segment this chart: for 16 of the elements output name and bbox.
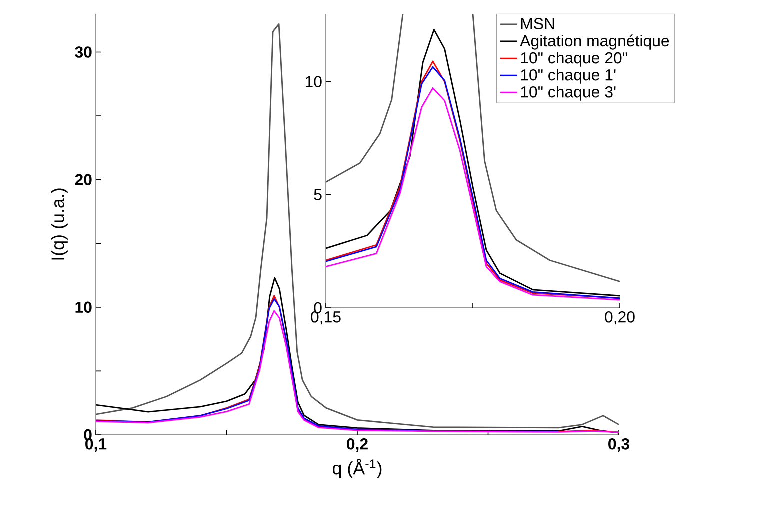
y-axis-title: I(q) (u.a.) xyxy=(51,188,68,260)
legend-label: MSN xyxy=(521,18,554,30)
x-tick-label: 0,2 xyxy=(347,438,368,452)
y-tick-label: 5 xyxy=(314,189,322,200)
legend-label: 10" chaque 3' xyxy=(521,86,616,101)
x-tick-label: 0,15 xyxy=(311,312,341,325)
x-tick-label: 0,20 xyxy=(605,312,635,325)
x-axis-title: q (Å$^{-1}$) xyxy=(332,458,382,478)
legend-label: 10" chaque 20" xyxy=(521,52,628,67)
legend-label: Agitation magnétique xyxy=(520,34,670,50)
y-tick-label: 10 xyxy=(306,76,322,88)
y-tick-label: 30 xyxy=(75,46,92,58)
y-tick-label: 20 xyxy=(75,174,92,186)
legend-label: 10" chaque 1' xyxy=(521,69,616,84)
x-tick-label: 0,3 xyxy=(608,438,630,452)
y-tick-label: 10 xyxy=(76,302,92,314)
